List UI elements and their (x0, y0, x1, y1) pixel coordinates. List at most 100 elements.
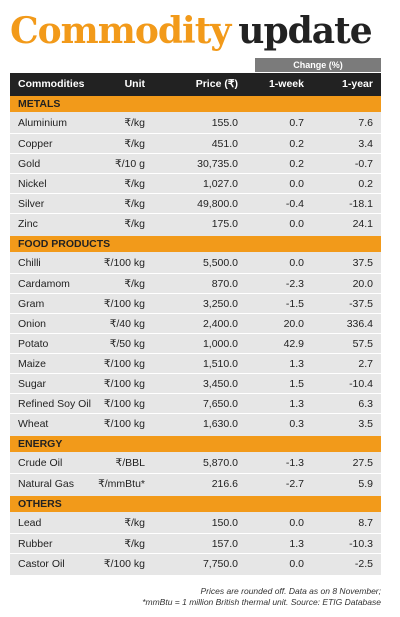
cell-commodity: Silver (18, 198, 45, 210)
cell-price: 150.0 (211, 517, 238, 529)
cell-unit: ₹/100 kg (103, 398, 145, 410)
cell-price: 1,510.0 (202, 358, 238, 370)
cell-unit: ₹/40 kg (109, 318, 145, 330)
cell-commodity: Potato (18, 338, 49, 350)
cell-1-year: 37.5 (352, 257, 373, 269)
cell-commodity: Gram (18, 298, 45, 310)
cell-1-week: 1.3 (289, 398, 304, 410)
cell-unit: ₹/100 kg (103, 298, 145, 310)
cell-1-year: 24.1 (352, 218, 373, 230)
cell-unit: ₹/100 kg (103, 418, 145, 430)
table-row: Sugar ₹/100 kg 3,450.0 1.5 -10.4 (10, 373, 381, 394)
cell-1-week: -0.4 (285, 198, 304, 210)
header-price: Price (₹) (195, 78, 238, 90)
cell-commodity: Castor Oil (18, 558, 65, 570)
cell-unit: ₹/10 g (114, 158, 145, 170)
cell-commodity: Sugar (18, 378, 47, 390)
cell-1-year: 2.7 (358, 358, 373, 370)
cell-1-year: -0.7 (354, 158, 373, 170)
cell-price: 870.0 (211, 278, 238, 290)
cell-1-week: 42.9 (283, 338, 304, 350)
cell-1-week: 0.0 (289, 257, 304, 269)
cell-1-week: 0.2 (289, 138, 304, 150)
cell-1-year: 7.6 (358, 117, 373, 129)
cell-unit: ₹/mmBtu* (98, 478, 145, 490)
cell-1-week: 1.3 (289, 538, 304, 550)
section-header: METALS (10, 96, 381, 112)
cell-1-year: -2.5 (354, 558, 373, 570)
title-commodity: Commodity (10, 10, 231, 52)
cell-unit: ₹/100 kg (103, 257, 145, 269)
cell-1-year: 6.3 (358, 398, 373, 410)
cell-1-week: -1.3 (285, 457, 304, 469)
table-row: Lead ₹/kg 150.0 0.0 8.7 (10, 513, 381, 533)
cell-1-year: 0.2 (358, 178, 373, 190)
table-row: Rubber ₹/kg 157.0 1.3 -10.3 (10, 533, 381, 554)
cell-unit: ₹/kg (124, 178, 145, 190)
cell-unit: ₹/kg (124, 138, 145, 150)
change-percent-header: Change (%) (255, 58, 381, 72)
cell-1-year: 8.7 (358, 517, 373, 529)
section-header: ENERGY (10, 436, 381, 452)
cell-price: 3,250.0 (202, 298, 238, 310)
table-row: Copper ₹/kg 451.0 0.2 3.4 (10, 133, 381, 154)
section-label: METALS (18, 98, 61, 110)
cell-unit: ₹/100 kg (103, 558, 145, 570)
table-row: Potato ₹/50 kg 1,000.0 42.9 57.5 (10, 333, 381, 354)
cell-commodity: Nickel (18, 178, 47, 190)
table-row: Nickel ₹/kg 1,027.0 0.0 0.2 (10, 173, 381, 194)
cell-commodity: Refined Soy Oil (18, 398, 91, 410)
cell-unit: ₹/100 kg (103, 378, 145, 390)
cell-commodity: Crude Oil (18, 457, 63, 469)
cell-1-week: 0.0 (289, 178, 304, 190)
table-row: Chilli ₹/100 kg 5,500.0 0.0 37.5 (10, 253, 381, 273)
cell-unit: ₹/kg (124, 517, 145, 529)
table-row: Aluminium ₹/kg 155.0 0.7 7.6 (10, 113, 381, 133)
cell-unit: ₹/BBL (115, 457, 145, 469)
cell-1-year: 3.4 (358, 138, 373, 150)
table-row: Natural Gas ₹/mmBtu* 216.6 -2.7 5.9 (10, 473, 381, 494)
table-row: Maize ₹/100 kg 1,510.0 1.3 2.7 (10, 353, 381, 374)
cell-commodity: Maize (18, 358, 47, 370)
table-row: Silver ₹/kg 49,800.0 -0.4 -18.1 (10, 193, 381, 214)
column-header-row: Commodities Unit Price (₹) 1-week 1-year (10, 73, 381, 96)
header-unit: Unit (124, 78, 145, 90)
cell-commodity: Wheat (18, 418, 49, 430)
section-header: FOOD PRODUCTS (10, 236, 381, 252)
cell-1-week: 0.0 (289, 218, 304, 230)
cell-1-week: 1.3 (289, 358, 304, 370)
cell-unit: ₹/50 kg (109, 338, 145, 350)
section-header: OTHERS (10, 496, 381, 512)
cell-1-week: 20.0 (283, 318, 304, 330)
cell-price: 5,870.0 (202, 457, 238, 469)
cell-commodity: Natural Gas (18, 478, 75, 490)
section-label: FOOD PRODUCTS (18, 238, 111, 250)
cell-1-year: 5.9 (358, 478, 373, 490)
cell-unit: ₹/kg (124, 278, 145, 290)
cell-commodity: Copper (18, 138, 53, 150)
cell-unit: ₹/100 kg (103, 358, 145, 370)
table-row: Onion ₹/40 kg 2,400.0 20.0 336.4 (10, 313, 381, 334)
footnote-line-1: Prices are rounded off. Data as on 8 Nov… (200, 586, 381, 596)
cell-unit: ₹/kg (124, 117, 145, 129)
cell-1-year: -18.1 (349, 198, 373, 210)
header-commodities: Commodities (18, 78, 85, 90)
cell-1-week: 0.0 (289, 558, 304, 570)
cell-commodity: Chilli (18, 257, 41, 269)
cell-1-week: -1.5 (285, 298, 304, 310)
cell-1-year: 57.5 (352, 338, 373, 350)
cell-1-week: 1.5 (289, 378, 304, 390)
cell-commodity: Rubber (18, 538, 53, 550)
commodity-table: METALS Aluminium ₹/kg 155.0 0.7 7.6 Copper ₹/kg… (10, 96, 381, 575)
table-row: Gram ₹/100 kg 3,250.0 -1.5 -37.5 (10, 293, 381, 314)
cell-commodity: Lead (18, 517, 42, 529)
cell-1-week: -2.7 (285, 478, 304, 490)
table-row: Refined Soy Oil ₹/100 kg 7,650.0 1.3 6.3 (10, 393, 381, 414)
cell-price: 5,500.0 (202, 257, 238, 269)
cell-price: 2,400.0 (202, 318, 238, 330)
cell-price: 7,650.0 (202, 398, 238, 410)
header-1-year: 1-year (342, 78, 373, 90)
header-1-week: 1-week (268, 78, 304, 90)
cell-price: 1,027.0 (202, 178, 238, 190)
section-label: OTHERS (18, 498, 62, 510)
